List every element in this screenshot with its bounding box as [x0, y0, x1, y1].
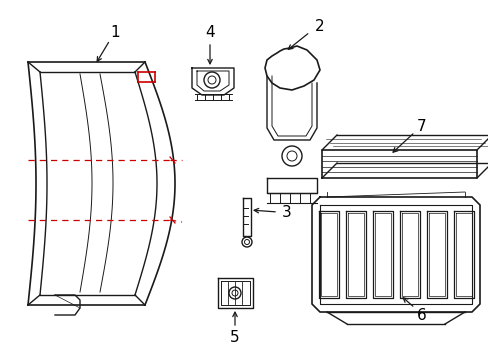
Text: 1: 1 — [110, 24, 120, 40]
Text: 5: 5 — [230, 330, 239, 346]
Text: 2: 2 — [315, 18, 324, 33]
Text: 3: 3 — [282, 204, 291, 220]
Text: 4: 4 — [205, 24, 214, 40]
Text: 6: 6 — [416, 309, 426, 324]
Text: 7: 7 — [416, 118, 426, 134]
